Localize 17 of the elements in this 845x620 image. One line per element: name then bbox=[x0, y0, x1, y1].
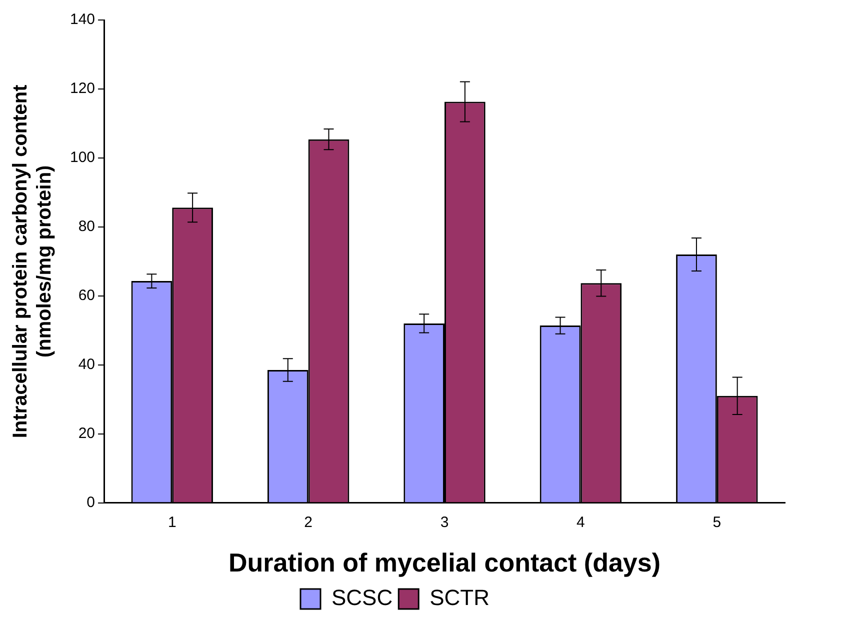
legend-label: SCTR bbox=[430, 585, 490, 610]
legend-label: SCSC bbox=[331, 585, 393, 610]
y-tick-label: 80 bbox=[78, 218, 96, 236]
x-tick-label: 4 bbox=[576, 514, 585, 531]
x-tick-label: 1 bbox=[168, 514, 176, 531]
x-tick-label: 3 bbox=[440, 514, 449, 531]
y-tick-label: 100 bbox=[70, 149, 96, 166]
y-tick-label: 0 bbox=[86, 494, 96, 511]
y-axis-title: Intracellular protein carbonyl content (nmoles/mg protein) bbox=[10, 84, 56, 438]
x-axis-title: Duration of mycelial contact (days) bbox=[228, 548, 661, 578]
y-tick-label: 140 bbox=[70, 11, 96, 28]
y-tick-label: 120 bbox=[70, 80, 96, 98]
y-tick-label: 60 bbox=[78, 287, 96, 304]
y-tick-label: 40 bbox=[78, 356, 96, 373]
y-tick-label: 20 bbox=[78, 424, 96, 442]
x-tick-label: 5 bbox=[712, 514, 722, 531]
x-tick-label: 2 bbox=[304, 514, 312, 531]
